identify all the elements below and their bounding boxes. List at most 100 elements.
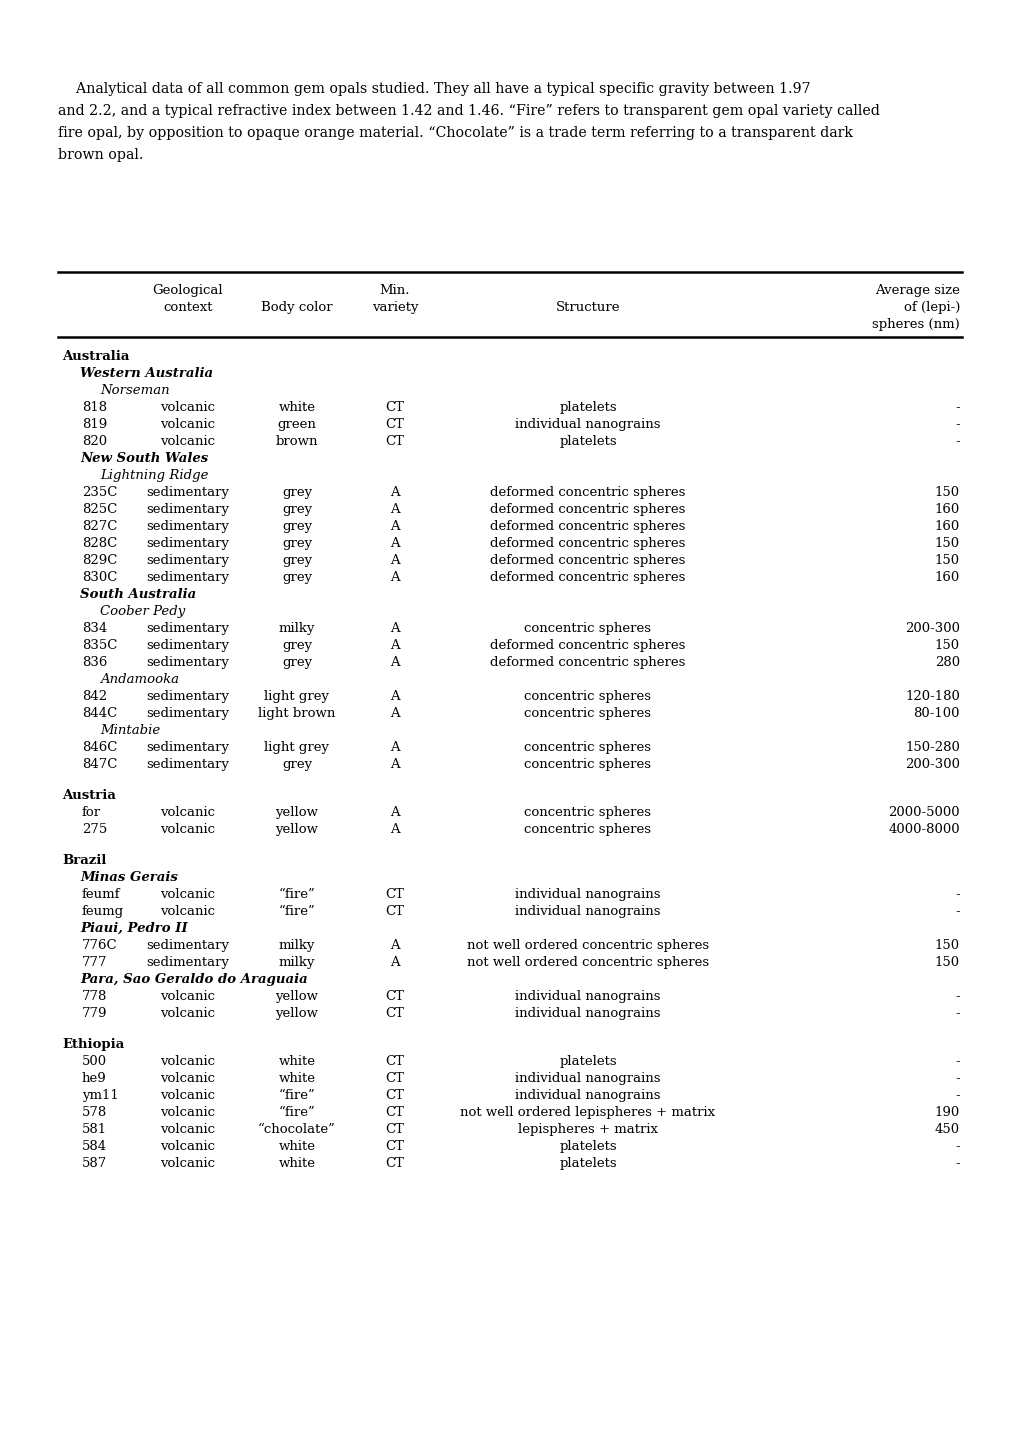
Text: 835C: 835C: [82, 639, 117, 652]
Text: 150: 150: [934, 554, 959, 567]
Text: Body color: Body color: [261, 302, 332, 315]
Text: deformed concentric spheres: deformed concentric spheres: [490, 504, 685, 517]
Text: deformed concentric spheres: deformed concentric spheres: [490, 519, 685, 532]
Text: 829C: 829C: [82, 554, 117, 567]
Text: light grey: light grey: [264, 742, 329, 755]
Text: individual nanograins: individual nanograins: [515, 418, 660, 431]
Text: A: A: [390, 639, 399, 652]
Text: yellow: yellow: [275, 1007, 318, 1020]
Text: CT: CT: [385, 1123, 405, 1136]
Text: milky: milky: [278, 622, 315, 635]
Text: platelets: platelets: [558, 1157, 616, 1170]
Text: A: A: [390, 657, 399, 670]
Text: sedimentary: sedimentary: [147, 657, 229, 670]
Text: 200-300: 200-300: [904, 758, 959, 771]
Text: sedimentary: sedimentary: [147, 486, 229, 499]
Text: platelets: platelets: [558, 401, 616, 414]
Text: sedimentary: sedimentary: [147, 519, 229, 532]
Text: 844C: 844C: [82, 707, 117, 720]
Text: deformed concentric spheres: deformed concentric spheres: [490, 639, 685, 652]
Text: white: white: [278, 1055, 315, 1068]
Text: white: white: [278, 1072, 315, 1085]
Text: volcanic: volcanic: [160, 990, 215, 1003]
Text: sedimentary: sedimentary: [147, 554, 229, 567]
Text: concentric spheres: concentric spheres: [524, 742, 651, 755]
Text: CT: CT: [385, 1072, 405, 1085]
Text: 190: 190: [933, 1105, 959, 1118]
Text: fire opal, by opposition to opaque orange material. “Chocolate” is a trade term : fire opal, by opposition to opaque orang…: [58, 126, 852, 140]
Text: Austria: Austria: [62, 789, 116, 802]
Text: CT: CT: [385, 1089, 405, 1102]
Text: 581: 581: [82, 1123, 107, 1136]
Text: white: white: [278, 1140, 315, 1153]
Text: grey: grey: [281, 519, 312, 532]
Text: of (lepi-): of (lepi-): [903, 302, 959, 315]
Text: 778: 778: [82, 990, 107, 1003]
Text: 818: 818: [82, 401, 107, 414]
Text: volcanic: volcanic: [160, 434, 215, 447]
Text: 235C: 235C: [82, 486, 117, 499]
Text: 150: 150: [934, 957, 959, 970]
Text: CT: CT: [385, 434, 405, 447]
Text: variety: variety: [371, 302, 418, 315]
Text: A: A: [390, 690, 399, 703]
Text: CT: CT: [385, 1055, 405, 1068]
Text: 779: 779: [82, 1007, 107, 1020]
Text: 820: 820: [82, 434, 107, 447]
Text: white: white: [278, 1157, 315, 1170]
Text: A: A: [390, 554, 399, 567]
Text: 150: 150: [934, 639, 959, 652]
Text: Mintabie: Mintabie: [100, 724, 160, 737]
Text: A: A: [390, 957, 399, 970]
Text: CT: CT: [385, 905, 405, 918]
Text: Norseman: Norseman: [100, 384, 169, 397]
Text: milky: milky: [278, 939, 315, 952]
Text: 842: 842: [82, 690, 107, 703]
Text: “fire”: “fire”: [278, 1089, 315, 1102]
Text: 777: 777: [82, 957, 107, 970]
Text: concentric spheres: concentric spheres: [524, 622, 651, 635]
Text: A: A: [390, 486, 399, 499]
Text: context: context: [163, 302, 213, 315]
Text: 834: 834: [82, 622, 107, 635]
Text: volcanic: volcanic: [160, 1157, 215, 1170]
Text: 160: 160: [933, 519, 959, 532]
Text: CT: CT: [385, 1007, 405, 1020]
Text: “chocolate”: “chocolate”: [258, 1123, 335, 1136]
Text: deformed concentric spheres: deformed concentric spheres: [490, 571, 685, 584]
Text: volcanic: volcanic: [160, 418, 215, 431]
Text: platelets: platelets: [558, 1055, 616, 1068]
Text: CT: CT: [385, 418, 405, 431]
Text: platelets: platelets: [558, 1140, 616, 1153]
Text: Lightning Ridge: Lightning Ridge: [100, 469, 208, 482]
Text: 150: 150: [934, 939, 959, 952]
Text: grey: grey: [281, 571, 312, 584]
Text: not well ordered concentric spheres: not well ordered concentric spheres: [467, 957, 708, 970]
Text: CT: CT: [385, 1140, 405, 1153]
Text: concentric spheres: concentric spheres: [524, 758, 651, 771]
Text: 280: 280: [934, 657, 959, 670]
Text: volcanic: volcanic: [160, 823, 215, 835]
Text: -: -: [955, 990, 959, 1003]
Text: feumf: feumf: [82, 887, 120, 900]
Text: 587: 587: [82, 1157, 107, 1170]
Text: green: green: [277, 418, 316, 431]
Text: -: -: [955, 1140, 959, 1153]
Text: not well ordered lepispheres + matrix: not well ordered lepispheres + matrix: [460, 1105, 715, 1118]
Text: 584: 584: [82, 1140, 107, 1153]
Text: CT: CT: [385, 887, 405, 900]
Text: 4000-8000: 4000-8000: [888, 823, 959, 835]
Text: 150: 150: [934, 537, 959, 550]
Text: Structure: Structure: [555, 302, 620, 315]
Text: -: -: [955, 434, 959, 447]
Text: volcanic: volcanic: [160, 905, 215, 918]
Text: individual nanograins: individual nanograins: [515, 1089, 660, 1102]
Text: A: A: [390, 519, 399, 532]
Text: 836: 836: [82, 657, 107, 670]
Text: platelets: platelets: [558, 434, 616, 447]
Text: A: A: [390, 504, 399, 517]
Text: -: -: [955, 401, 959, 414]
Text: Brazil: Brazil: [62, 854, 106, 867]
Text: Geological: Geological: [153, 284, 223, 297]
Text: he9: he9: [82, 1072, 107, 1085]
